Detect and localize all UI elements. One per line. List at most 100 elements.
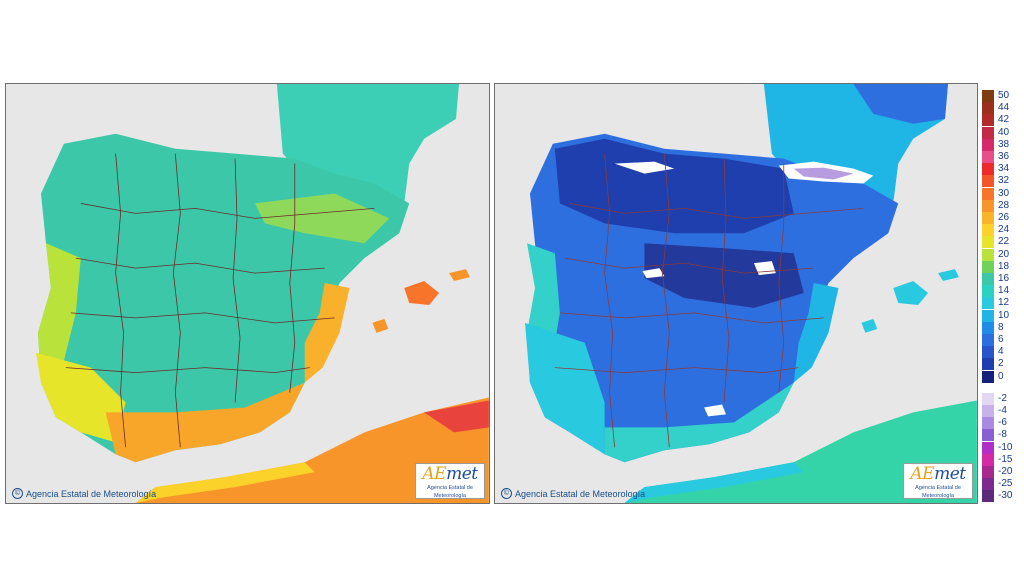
legend-swatch: [982, 199, 994, 212]
credit-text: Agencia Estatal de Meteorología: [26, 488, 157, 499]
balearic-mallorca: [893, 281, 929, 305]
legend-swatch: [982, 273, 994, 285]
legend-swatch: [982, 297, 994, 310]
legend-swatch: [982, 248, 994, 261]
legend-swatch: [982, 441, 994, 454]
balearic-menorca: [938, 269, 959, 282]
ebro-valley: [254, 193, 390, 244]
legend-item-positive: 8: [982, 321, 1020, 334]
legend-swatch: [982, 102, 994, 115]
legend-item-positive: 42: [982, 114, 1020, 127]
legend-item-negative: -30: [982, 490, 1020, 503]
legend-swatch: [982, 126, 994, 139]
map-left-svg: [6, 84, 489, 503]
legend-item-negative: -8: [982, 429, 1020, 442]
legend-swatch: [982, 260, 994, 273]
legend-label: 42: [998, 114, 1010, 126]
legend-item-positive: 32: [982, 175, 1020, 188]
iberia-east-coast: [304, 283, 350, 383]
legend-item-positive: 26: [982, 212, 1020, 224]
balearic-menorca: [449, 269, 470, 282]
north-africa-hot: [424, 400, 489, 433]
legend-label: 32: [998, 175, 1010, 187]
max-temperature-map: © Agencia Estatal de Meteorología AEmet …: [5, 83, 490, 504]
balearic-ibiza: [372, 318, 389, 333]
legend-item-negative: -15: [982, 453, 1020, 466]
legend-swatch: [982, 321, 994, 334]
legend-swatch: [982, 285, 994, 298]
legend-item-positive: 50: [982, 90, 1020, 102]
min-temperature-map: © Agencia Estatal de Meteorología AEmet …: [494, 83, 978, 504]
legend-swatch: [982, 453, 994, 466]
legend-swatch: [982, 138, 994, 151]
legend-item-positive: 6: [982, 334, 1020, 346]
sierra-nevada-snow: [704, 404, 727, 417]
legend-swatch: [982, 478, 994, 491]
copyright-credit: © Agencia Estatal de Meteorología: [12, 488, 156, 499]
legend-label: 30: [998, 187, 1010, 199]
copyright-icon: ©: [501, 488, 512, 499]
legend-swatch: [982, 114, 994, 127]
aemet-logo: AEmet Agencia Estatal de Meteorología: [415, 463, 485, 499]
legend-swatch: [982, 358, 994, 371]
north-africa-coast: [135, 462, 315, 503]
legend-item-positive: 14: [982, 285, 1020, 298]
legend-item-negative: -25: [982, 478, 1020, 491]
legend-item-negative: -10: [982, 441, 1020, 454]
balearic-mallorca: [404, 281, 440, 305]
legend-item-negative: -6: [982, 417, 1020, 430]
legend-item-positive: 30: [982, 187, 1020, 200]
legend-label: 0: [998, 370, 1004, 382]
france-north-deep: [853, 84, 948, 124]
legend-item-positive: 24: [982, 224, 1020, 237]
legend-label: -6: [998, 417, 1007, 429]
legend-swatch: [982, 236, 994, 249]
cantabrian-snow: [614, 161, 675, 174]
legend-label: -2: [998, 392, 1007, 404]
legend-label: -20: [998, 466, 1013, 477]
balearic-ibiza: [861, 318, 878, 333]
province-borders: [554, 153, 864, 448]
legend-label: 26: [998, 212, 1010, 223]
iberia-southwest: [525, 322, 605, 455]
legend-swatch: [982, 163, 994, 176]
legend-swatch: [982, 151, 994, 163]
legend-label: 34: [998, 163, 1010, 175]
legend-label: 36: [998, 151, 1010, 162]
legend-item-negative: -20: [982, 466, 1020, 478]
legend-item-positive: 20: [982, 248, 1020, 261]
legend-item-positive: 10: [982, 309, 1020, 322]
logo-subtitle: Agencia Estatal de Meteorología: [915, 485, 961, 499]
legend-swatch: [982, 309, 994, 322]
iberia-center-deep: [644, 243, 804, 308]
legend-swatch: [982, 370, 994, 383]
legend-item-positive: 18: [982, 260, 1020, 273]
legend-label: 6: [998, 334, 1004, 345]
legend-item-positive: 40: [982, 126, 1020, 139]
legend-label: 18: [998, 260, 1010, 272]
legend-label: 40: [998, 126, 1010, 138]
legend-item-negative: -4: [982, 405, 1020, 417]
logo-ae: AE: [910, 464, 935, 484]
logo-ae: AE: [422, 464, 447, 484]
legend-label: 20: [998, 248, 1010, 260]
legend-swatch: [982, 417, 994, 430]
map-right-svg: [495, 84, 977, 503]
legend-swatch: [982, 212, 994, 224]
legend-label: -10: [998, 441, 1013, 453]
iberia-south: [105, 382, 305, 463]
legend-item-positive: 4: [982, 346, 1020, 359]
logo-met: met: [934, 464, 966, 484]
legend-label: -8: [998, 429, 1007, 441]
legend-label: 8: [998, 321, 1004, 333]
legend-label: 22: [998, 236, 1010, 248]
legend-item-positive: 34: [982, 163, 1020, 176]
legend-item-negative: -2: [982, 392, 1020, 405]
legend-swatch: [982, 490, 994, 503]
credit-text: Agencia Estatal de Meteorología: [515, 488, 646, 499]
copyright-icon: ©: [12, 488, 23, 499]
legend-swatch: [982, 429, 994, 442]
north-africa-coast: [624, 462, 804, 503]
legend-label: 10: [998, 309, 1010, 321]
legend-swatch: [982, 224, 994, 237]
